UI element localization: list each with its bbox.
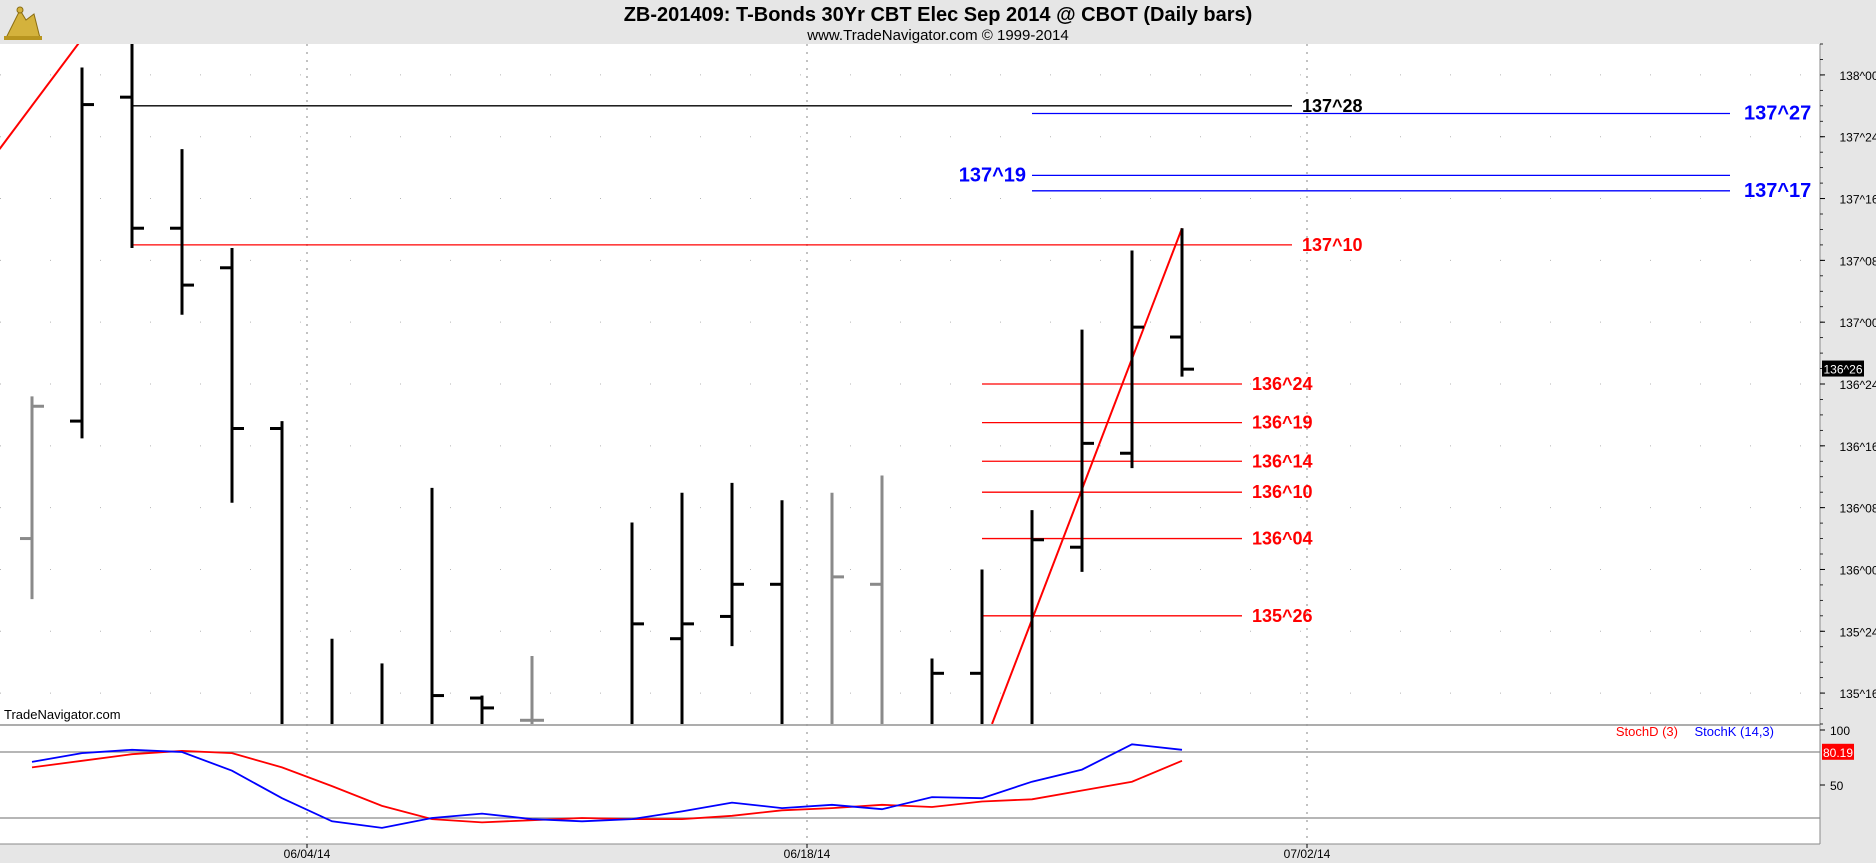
price-tick-label: 136^16	[1840, 440, 1876, 454]
stochastic-panel-background	[0, 726, 1820, 844]
level-label: 136^19	[1252, 413, 1313, 433]
price-tick-label: 135^24	[1840, 625, 1876, 639]
price-tick-label: 136^00	[1840, 563, 1876, 577]
trendline	[991, 227, 1183, 724]
stochastic-series-line	[31, 749, 1183, 824]
level-label: 137^28	[1302, 96, 1363, 116]
stochastic-tick-label: 50	[1830, 779, 1844, 793]
date-axis: 06/04/14 06/18/14 07/02/14	[0, 843, 1820, 861]
price-panel-background	[0, 44, 1820, 724]
price-tick-label: 137^08	[1840, 254, 1876, 268]
level-label: 136^24	[1252, 374, 1313, 394]
chart-subtitle: www.TradeNavigator.com © 1999-2014	[806, 27, 1068, 44]
stochastic-last-value-box	[1822, 743, 1854, 760]
trendlines	[0, 44, 1183, 724]
stochastic-legend-d: StochD (3)	[1616, 724, 1678, 739]
price-bars	[20, 44, 1194, 724]
level-label: 137^10	[1302, 235, 1363, 255]
stochastic-tick-label: 100	[1830, 724, 1850, 738]
stochastic-axis: 50 100 80.19	[1820, 724, 1854, 793]
trendline	[0, 44, 80, 150]
last-price-label: 136^26	[1824, 363, 1863, 377]
level-label: 137^27	[1744, 103, 1811, 125]
level-label: 136^10	[1252, 482, 1313, 502]
price-tick-label: 135^16	[1840, 687, 1876, 701]
level-label: 137^19	[959, 164, 1026, 186]
price-tick-label: 137^00	[1840, 316, 1876, 330]
watermark-text: TradeNavigator.com	[4, 707, 121, 722]
price-tick-label: 137^24	[1840, 131, 1876, 145]
price-axis: 135^16 135^24 136^00 136^08 136^16 136^24 137^…	[1820, 43, 1876, 725]
stochastic-series-line	[31, 743, 1183, 829]
stochastic-lines: StochK (14,3) StochD (3)	[0, 724, 1820, 829]
stochastic-last-value-label: 80.19	[1823, 746, 1853, 760]
level-label: 135^26	[1252, 606, 1313, 626]
last-price-box	[1822, 360, 1864, 377]
level-label: 136^14	[1252, 451, 1313, 471]
price-tick-label: 137^16	[1840, 193, 1876, 207]
price-tick-label: 138^00	[1840, 69, 1876, 83]
date-tick-label: 06/18/14	[784, 847, 831, 861]
level-label: 137^17	[1744, 180, 1811, 202]
level-label: 136^04	[1252, 529, 1313, 549]
horizontal-levels: 137^28 137^27 137^19 137^17 137^10 136^24 136^…	[132, 96, 1811, 626]
trade-navigator-logo-icon	[4, 6, 42, 40]
grid	[0, 44, 1820, 844]
date-tick-label: 07/02/14	[1284, 847, 1331, 861]
price-tick-label: 136^08	[1840, 502, 1876, 516]
price-tick-label: 136^24	[1840, 378, 1876, 392]
stochastic-legend-k: StochK (14,3)	[1695, 724, 1775, 739]
date-tick-label: 06/04/14	[284, 847, 331, 861]
chart-title: ZB-201409: T-Bonds 30Yr CBT Elec Sep 201…	[624, 4, 1253, 26]
